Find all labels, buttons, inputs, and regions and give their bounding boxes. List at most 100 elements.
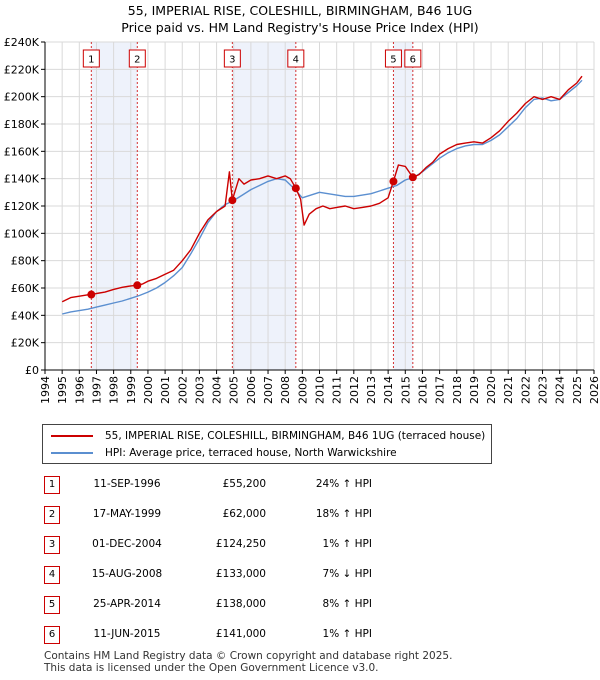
x-tick-label: 2023 — [537, 376, 550, 404]
sale-label-number: 3 — [229, 55, 235, 66]
sale-point — [133, 281, 142, 290]
y-tick-label: £220K — [4, 63, 40, 76]
x-tick-label: 1998 — [108, 376, 121, 404]
sale-price: £62,000 — [222, 508, 266, 520]
sale-label-number: 2 — [134, 55, 140, 66]
sale-row: 4 15-AUG-2008 £133,000 7% ↓ HPI — [0, 566, 600, 586]
x-tick-label: 1995 — [56, 376, 69, 404]
sale-date: 01-DEC-2004 — [92, 538, 162, 550]
y-tick-label: £80K — [11, 255, 40, 268]
sale-price: £124,250 — [215, 538, 266, 550]
x-tick-label: 2017 — [434, 376, 447, 404]
sale-label-box — [128, 49, 146, 68]
x-tick-label: 2026 — [588, 376, 600, 404]
sale-row: 1 11-SEP-1996 £55,200 24% ↑ HPI — [0, 476, 600, 496]
sale-number-badge: 5 — [44, 596, 60, 614]
x-tick-label: 2008 — [279, 376, 292, 404]
price-chart: 1 2 3 4 5 6 £0 £20K £40K £60K £80K £100K £120K £140K… — [4, 36, 600, 404]
x-tick-label: 2013 — [365, 376, 378, 404]
x-tick-label: 2025 — [571, 376, 584, 404]
sale-label-number: 6 — [410, 55, 416, 66]
legend-item-property: 55, IMPERIAL RISE, COLESHILL, BIRMINGHAM… — [51, 428, 485, 444]
sale-hpi-diff: 18% ↑ HPI — [315, 508, 372, 520]
sale-label-number: 4 — [293, 55, 299, 66]
sale-point — [228, 196, 237, 205]
title-line-1: 55, IMPERIAL RISE, COLESHILL, BIRMINGHAM… — [127, 3, 473, 18]
x-tick-label: 2001 — [159, 376, 172, 404]
y-tick-label: £20K — [11, 337, 40, 350]
sale-date: 15-AUG-2008 — [91, 568, 163, 580]
sale-number-badge: 2 — [44, 506, 60, 524]
x-tick-label: 2022 — [519, 376, 532, 404]
sale-hpi-diff: 1% ↑ HPI — [322, 628, 372, 640]
x-tick-label: 2021 — [502, 376, 515, 404]
sale-label-number: 5 — [390, 55, 396, 66]
y-tick-label: £120K — [4, 200, 40, 213]
sale-price: £55,200 — [222, 478, 266, 490]
y-tick-label: £180K — [4, 118, 40, 131]
x-tick-label: 2015 — [399, 376, 412, 404]
sale-hpi-diff: 7% ↓ HPI — [322, 568, 372, 580]
sale-point — [408, 173, 417, 182]
sale-point — [291, 184, 300, 193]
x-tick-label: 2003 — [193, 376, 206, 404]
x-tick-label: 2024 — [554, 376, 567, 404]
sale-date: 25-APR-2014 — [93, 598, 161, 610]
sale-label-box — [384, 49, 402, 68]
y-tick-label: £60K — [11, 282, 40, 295]
sale-price: £141,000 — [215, 628, 266, 640]
footer: Contains HM Land Registry data © Crown c… — [44, 650, 452, 674]
sale-label-box — [287, 49, 305, 68]
legend-red-swatch — [51, 435, 93, 437]
sale-number-badge: 1 — [44, 476, 60, 494]
x-tick-label: 1997 — [90, 376, 103, 404]
sale-hpi-diff: 24% ↑ HPI — [315, 478, 372, 490]
sale-price: £138,000 — [215, 598, 266, 610]
sale-row: 6 11-JUN-2015 £141,000 1% ↑ HPI — [0, 626, 600, 646]
y-tick-label: £240K — [4, 36, 40, 49]
sale-hpi-diff: 1% ↑ HPI — [322, 538, 372, 550]
sale-price: £133,000 — [215, 568, 266, 580]
x-tick-label: 2014 — [382, 376, 395, 404]
sale-point — [389, 177, 398, 186]
x-tick-label: 2020 — [485, 376, 498, 404]
sale-number-badge: 3 — [44, 536, 60, 554]
x-tick-label: 2012 — [348, 376, 361, 404]
y-tick-label: £160K — [4, 145, 40, 158]
y-tick-label: £40K — [11, 309, 40, 322]
y-tick-label: £100K — [4, 227, 40, 240]
y-tick-label: £200K — [4, 91, 40, 104]
sale-date: 11-JUN-2015 — [93, 628, 161, 640]
title-line-2: Price paid vs. HM Land Registry's House … — [121, 20, 479, 35]
footer-licence: This data is licensed under the Open Gov… — [44, 662, 379, 674]
property-price-line — [61, 75, 583, 303]
sale-label-box — [82, 49, 100, 68]
sale-label-box — [404, 49, 422, 68]
hpi-line — [62, 79, 583, 315]
chart-title: 55, IMPERIAL RISE, COLESHILL, BIRMINGHAM… — [0, 2, 600, 36]
x-tick-label: 2006 — [245, 376, 258, 404]
x-tick-label: 2005 — [228, 376, 241, 404]
legend-blue-swatch — [51, 452, 93, 454]
sale-label-box — [223, 49, 241, 68]
x-tick-label: 1996 — [73, 376, 86, 404]
sale-row: 3 01-DEC-2004 £124,250 1% ↑ HPI — [0, 536, 600, 556]
sale-point — [87, 290, 96, 299]
x-tick-label: 2000 — [142, 376, 155, 404]
legend: 55, IMPERIAL RISE, COLESHILL, BIRMINGHAM… — [42, 424, 492, 464]
legend-hpi-label: HPI: Average price, terraced house, Nort… — [105, 447, 397, 459]
footer-copyright: Contains HM Land Registry data © Crown c… — [44, 650, 453, 662]
x-tick-label: 2010 — [314, 376, 327, 404]
sale-row: 2 17-MAY-1999 £62,000 18% ↑ HPI — [0, 506, 600, 526]
sale-number-badge: 6 — [44, 626, 60, 644]
sale-number-badge: 4 — [44, 566, 60, 584]
y-tick-label: £140K — [4, 173, 40, 186]
sale-date: 17-MAY-1999 — [92, 508, 162, 520]
y-tick-label: £0 — [25, 364, 39, 377]
legend-property-label: 55, IMPERIAL RISE, COLESHILL, BIRMINGHAM… — [105, 430, 486, 442]
sale-hpi-diff: 8% ↑ HPI — [322, 598, 372, 610]
sale-date: 11-SEP-1996 — [93, 478, 161, 490]
x-tick-label: 1999 — [125, 376, 138, 404]
x-tick-label: 1994 — [39, 376, 52, 404]
x-tick-label: 2016 — [416, 376, 429, 404]
